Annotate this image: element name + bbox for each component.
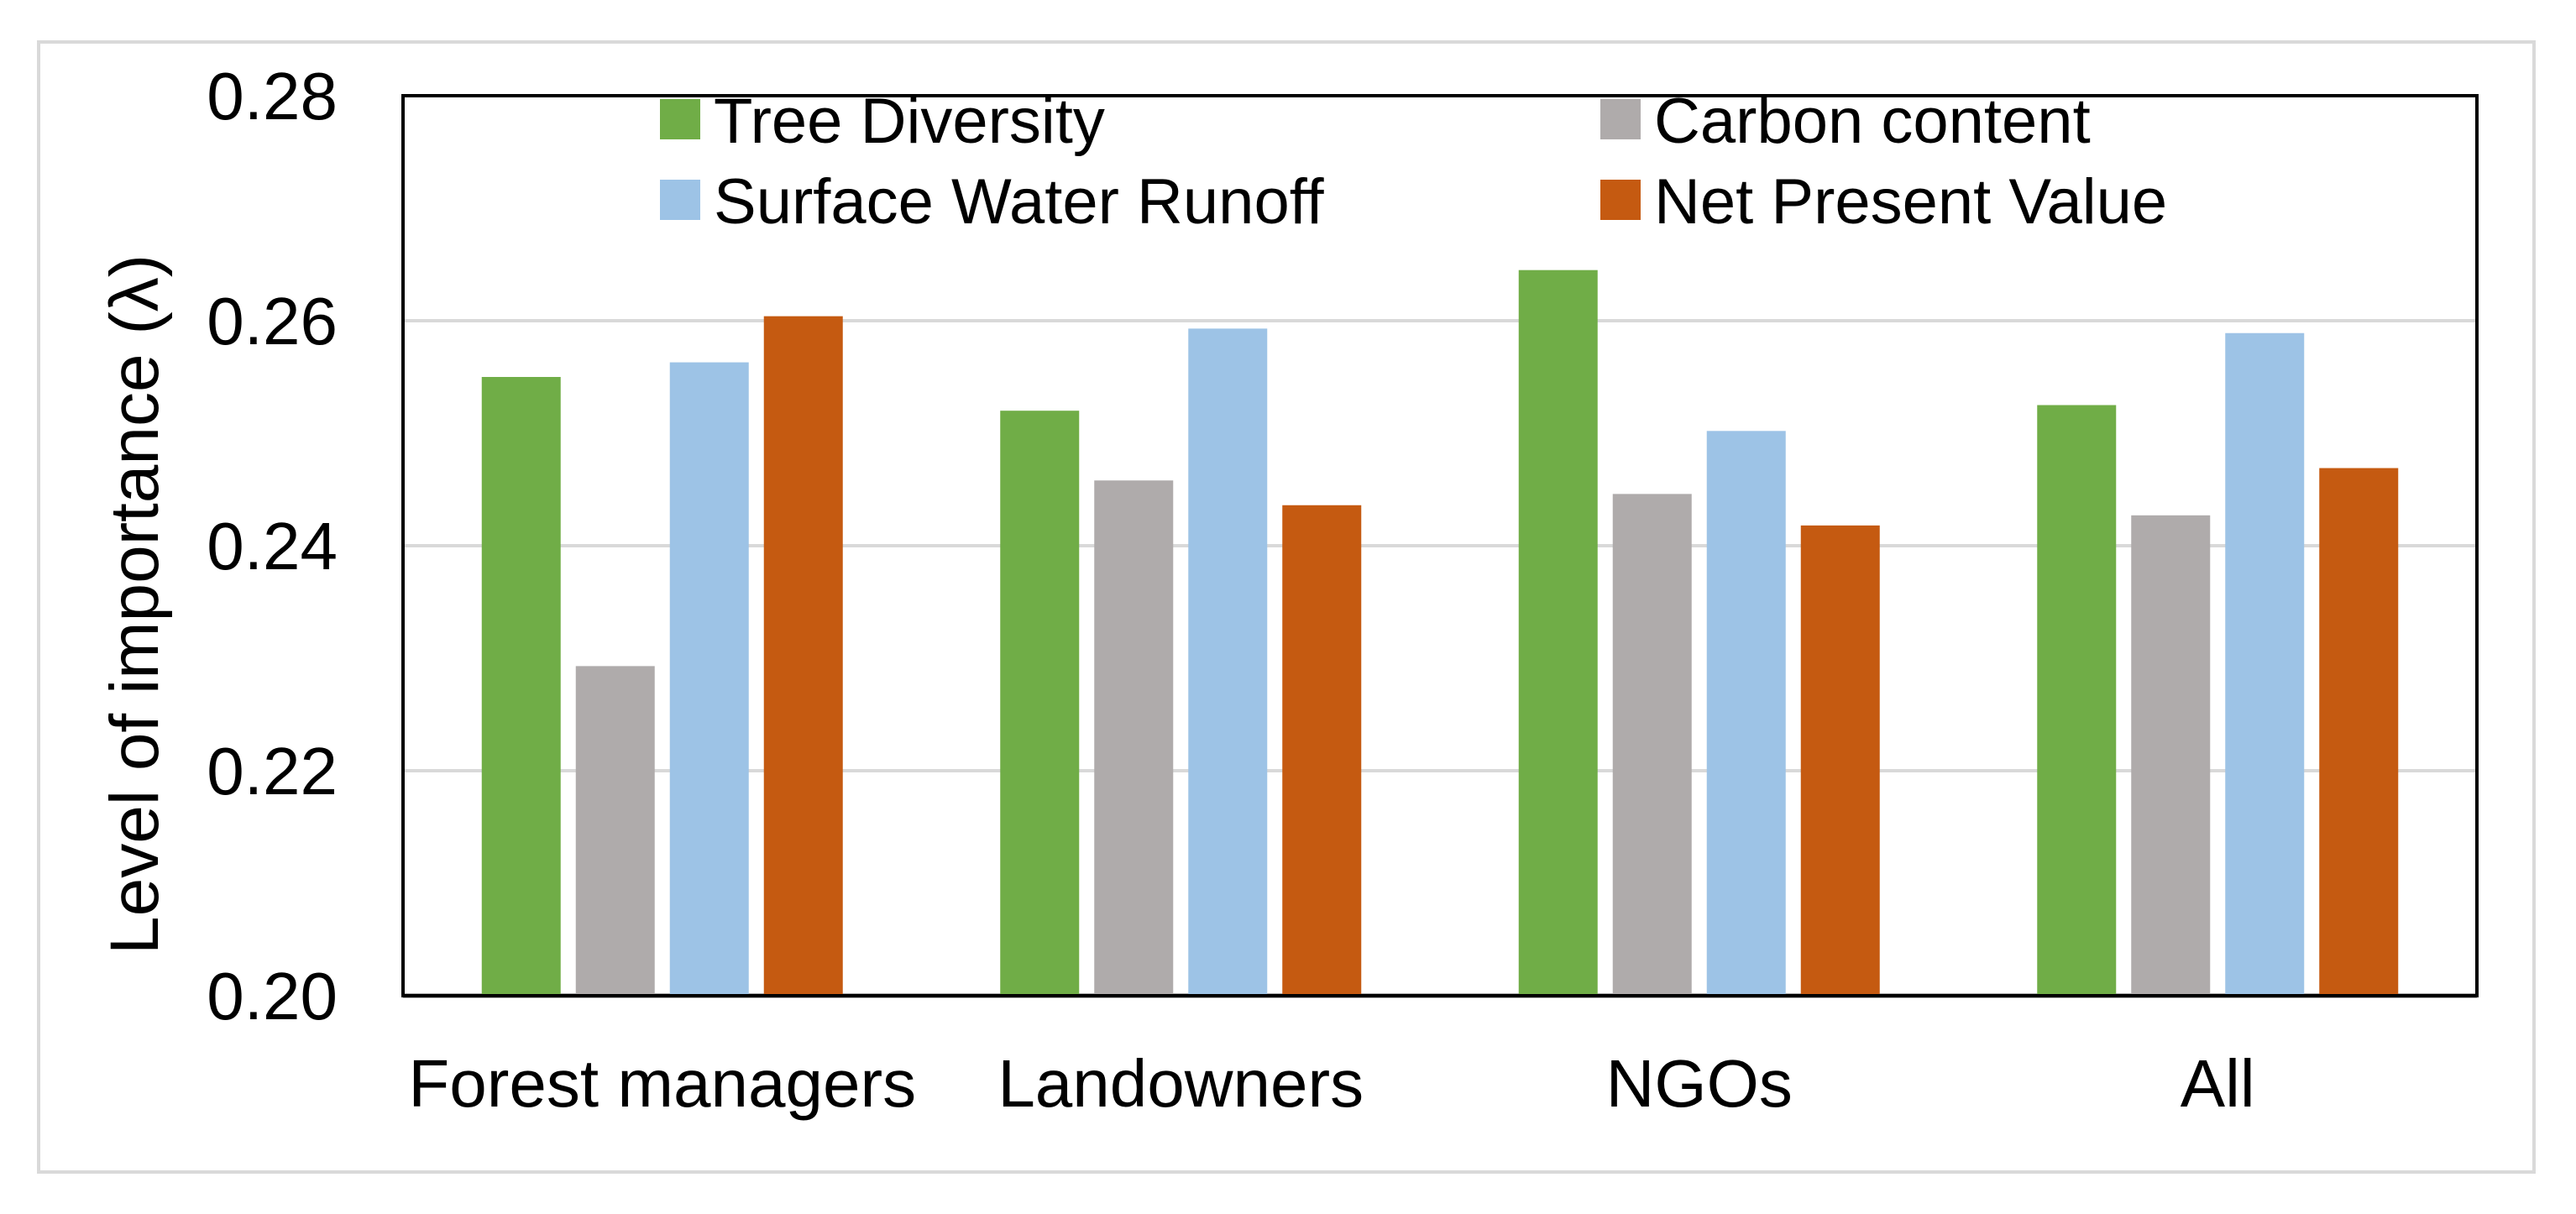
bar-tree-diversity [1518, 269, 1598, 996]
bar-carbon-content [2131, 515, 2211, 996]
y-tick-label: 0.22 [207, 734, 338, 808]
y-tick-label: 0.28 [207, 59, 338, 133]
legend-swatch [1600, 180, 1641, 220]
bar-surface-water-runoff [1188, 328, 1268, 996]
plot-area-border [401, 94, 2479, 997]
legend-swatch [660, 99, 700, 139]
bars [481, 269, 2399, 997]
y-axis-ticks: 0.20 0.22 0.24 0.26 0.28 [207, 59, 338, 1033]
bar-tree-diversity [1000, 411, 1080, 996]
legend-label: Tree Diversity [714, 86, 1105, 157]
legend: Tree Diversity Carbon content Surface Wate… [660, 86, 2167, 238]
legend-label: Surface Water Runoff [714, 166, 1324, 238]
x-category-label: Forest managers [408, 1046, 916, 1121]
legend-label: Net Present Value [1654, 166, 2167, 238]
bar-net-present-value [763, 316, 843, 996]
legend-label: Carbon content [1654, 86, 2091, 157]
x-category-label: NGOs [1606, 1046, 1793, 1121]
x-axis-categories: Forest managers Landowners NGOs All [408, 1046, 2254, 1121]
bar-net-present-value [2319, 468, 2399, 996]
bar-carbon-content [575, 666, 655, 996]
bar-net-present-value [1282, 505, 1362, 996]
y-tick-label: 0.24 [207, 509, 338, 583]
y-axis-title: Level of importance (λ) [97, 254, 173, 955]
bar-tree-diversity [2037, 405, 2117, 996]
bar-carbon-content [1094, 480, 1174, 996]
x-category-label: All [2181, 1046, 2255, 1121]
bar-carbon-content [1612, 494, 1692, 996]
bar-surface-water-runoff [1706, 431, 1786, 996]
legend-swatch [660, 180, 700, 220]
bar-tree-diversity [481, 377, 561, 996]
bar-surface-water-runoff [669, 362, 749, 997]
legend-swatch [1600, 99, 1641, 139]
bar-net-present-value [1800, 525, 1880, 996]
x-category-label: Landowners [997, 1046, 1364, 1121]
y-tick-label: 0.20 [207, 959, 338, 1033]
bar-surface-water-runoff [2225, 332, 2305, 996]
y-tick-label: 0.26 [207, 284, 338, 358]
